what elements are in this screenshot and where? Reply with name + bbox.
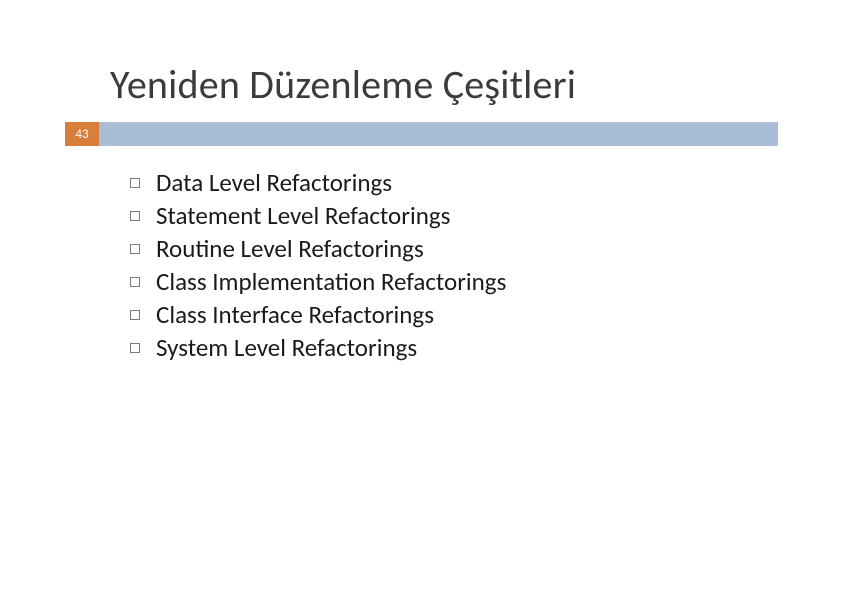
list-item: Class Implementation Refactorings bbox=[130, 265, 506, 298]
bullet-icon bbox=[130, 343, 140, 353]
accent-bar bbox=[65, 122, 778, 146]
bullet-label: Class Implementation Refactorings bbox=[156, 266, 506, 297]
bullet-label: Statement Level Refactorings bbox=[156, 200, 450, 231]
list-item: Data Level Refactorings bbox=[130, 166, 506, 199]
page-number-badge: 43 bbox=[65, 122, 99, 146]
bullet-label: Routine Level Refactorings bbox=[156, 233, 424, 264]
list-item: Statement Level Refactorings bbox=[130, 199, 506, 232]
bullet-icon bbox=[130, 211, 140, 221]
list-item: Routine Level Refactorings bbox=[130, 232, 506, 265]
list-item: System Level Refactorings bbox=[130, 331, 506, 364]
slide: Yeniden Düzenleme Çeşitleri 43 Data Leve… bbox=[0, 0, 842, 595]
bullet-label: Data Level Refactorings bbox=[156, 167, 392, 198]
list-item: Class Interface Refactorings bbox=[130, 298, 506, 331]
bullet-label: Class Interface Refactorings bbox=[156, 299, 434, 330]
bullet-icon bbox=[130, 244, 140, 254]
bullet-icon bbox=[130, 310, 140, 320]
bullet-icon bbox=[130, 178, 140, 188]
bullet-list: Data Level Refactorings Statement Level … bbox=[130, 166, 506, 364]
slide-title: Yeniden Düzenleme Çeşitleri bbox=[110, 60, 576, 109]
bullet-label: System Level Refactorings bbox=[156, 332, 417, 363]
bullet-icon bbox=[130, 277, 140, 287]
